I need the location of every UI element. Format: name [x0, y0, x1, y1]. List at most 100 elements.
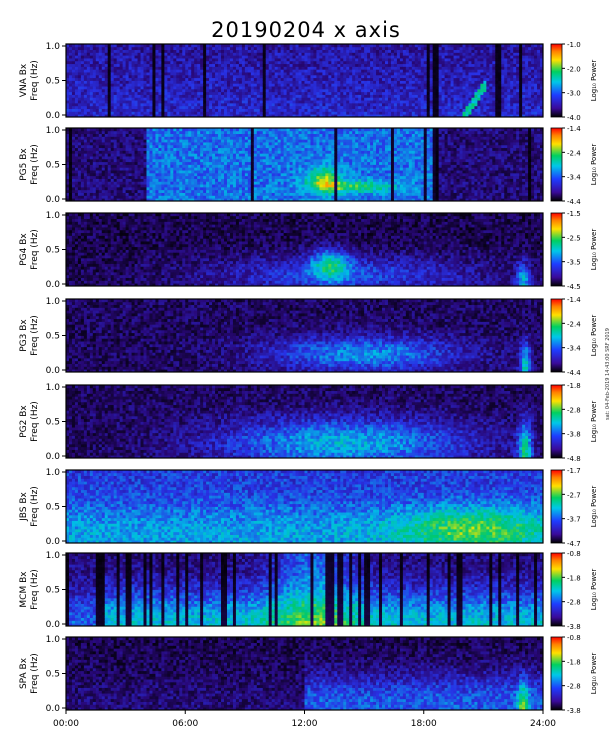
y-tick-label: 0.0 — [46, 111, 61, 121]
colorbar-tick-label: -1.8 — [567, 382, 581, 390]
colorbar-tick-label: -4.7 — [567, 540, 581, 548]
colorbar-tick-label: -3.5 — [567, 259, 581, 267]
y-tick-label: 1.0 — [46, 468, 61, 478]
colorbar-tick-label: -2.0 — [567, 65, 581, 73]
colorbar-tick-label: -3.8 — [567, 431, 581, 439]
colorbar — [551, 470, 562, 543]
y-tick-label: 0.5 — [46, 418, 60, 428]
heatmap-cells — [66, 553, 543, 626]
y-tick-label: 0.0 — [46, 280, 61, 290]
colorbar-label: Log₁₀ Power — [590, 315, 598, 357]
panel-jbs-bx: 0.0 0.5 1.0 JBS Bx Freq (Hz) -1.7 -2.7 -3.7 -4.7… — [19, 467, 598, 548]
colorbar-tick-label: -0.8 — [567, 634, 581, 642]
y-tick-label: 0.0 — [46, 537, 61, 547]
colorbar-label: Log₁₀ Power — [590, 229, 598, 271]
colorbar-tick-label: -2.8 — [567, 683, 581, 691]
y-axis-label: PG3 Bx — [19, 319, 29, 352]
colorbar-label: Log₁₀ Power — [590, 144, 598, 186]
colorbar-tick-label: -4.5 — [567, 283, 581, 291]
colorbar-label: Log₁₀ Power — [590, 60, 598, 102]
y-axis-label-units: Freq (Hz) — [30, 60, 40, 101]
colorbar — [551, 44, 562, 117]
colorbar-tick-label: -1.7 — [567, 467, 581, 475]
y-tick-label: 0.5 — [46, 77, 60, 87]
heatmap-cells — [66, 213, 543, 286]
y-tick-label: 1.0 — [46, 126, 61, 136]
colorbar-tick-label: -3.7 — [567, 516, 581, 524]
colorbar-label: Log₁₀ Power — [590, 486, 598, 528]
y-axis-label: PG2 Bx — [19, 405, 29, 438]
colorbar-tick-label: -1.0 — [567, 41, 581, 49]
colorbar — [551, 637, 562, 710]
x-tick-label: 18:00 — [411, 719, 437, 729]
y-tick-label: 0.0 — [46, 704, 61, 714]
y-tick-label: 0.0 — [46, 195, 61, 205]
y-tick-label: 0.5 — [46, 161, 60, 171]
y-tick-label: 1.0 — [46, 297, 61, 307]
y-tick-label: 0.5 — [46, 503, 60, 513]
panel-pg5-bx: 0.0 0.5 1.0 PG5 Bx Freq (Hz) -1.4 -2.4 -3.4 -4.4… — [19, 125, 598, 206]
colorbar-tick-label: -3.4 — [567, 345, 581, 353]
heatmap-cells — [66, 299, 543, 372]
colorbar-tick-label: -2.7 — [567, 491, 581, 499]
y-tick-label: 1.0 — [46, 211, 61, 221]
y-axis-label: JBS Bx — [19, 491, 29, 521]
colorbar — [551, 385, 562, 458]
y-tick-label: 0.5 — [46, 332, 60, 342]
colorbar-tick-label: -4.4 — [567, 369, 581, 377]
colorbar-tick-label: -1.4 — [567, 125, 581, 133]
colorbar — [551, 299, 562, 372]
y-tick-label: 0.0 — [46, 366, 61, 376]
heatmap-cells — [66, 385, 543, 458]
panel-pg2-bx: 0.0 0.5 1.0 PG2 Bx Freq (Hz) -1.8 -2.8 -3.8 -4.8… — [19, 382, 598, 463]
y-axis-label-units: Freq (Hz) — [30, 569, 40, 610]
y-tick-label: 0.5 — [46, 586, 60, 596]
y-axis-label: SPA Bx — [19, 657, 29, 689]
y-tick-label: 1.0 — [46, 42, 61, 52]
heatmap-cells — [66, 470, 543, 543]
colorbar-label: Log₁₀ Power — [590, 653, 598, 695]
colorbar-tick-label: -4.4 — [567, 198, 581, 206]
y-tick-label: 1.0 — [46, 551, 61, 561]
y-axis-label: VNA Bx — [19, 63, 29, 97]
y-tick-label: 1.0 — [46, 383, 61, 393]
y-axis-label: MCM Bx — [19, 571, 29, 608]
y-tick-label: 0.0 — [46, 452, 61, 462]
y-axis-label-units: Freq (Hz) — [30, 229, 40, 270]
x-tick-label: 00:00 — [53, 719, 79, 729]
colorbar-tick-label: -1.8 — [567, 658, 581, 666]
colorbar-tick-label: -2.8 — [567, 406, 581, 414]
y-axis-label-units: Freq (Hz) — [30, 315, 40, 356]
panel-mcm-bx: 0.0 0.5 1.0 MCM Bx Freq (Hz) -0.8 -1.8 -2.8 -3.8… — [19, 550, 598, 631]
colorbar — [551, 213, 562, 286]
colorbar-tick-label: -0.8 — [567, 550, 581, 558]
colorbar-tick-label: -2.8 — [567, 599, 581, 607]
y-axis-label-units: Freq (Hz) — [30, 144, 40, 185]
colorbar — [551, 128, 562, 201]
heatmap-cells — [66, 637, 543, 710]
y-tick-label: 0.5 — [46, 246, 60, 256]
colorbar-tick-label: -3.4 — [567, 174, 581, 182]
colorbar-tick-label: -3.8 — [567, 707, 581, 715]
y-tick-label: 0.5 — [46, 670, 60, 680]
colorbar-tick-label: -3.8 — [567, 623, 581, 631]
y-axis-label: PG4 Bx — [19, 233, 29, 266]
colorbar-tick-label: -2.5 — [567, 234, 581, 242]
y-tick-label: 0.0 — [46, 620, 61, 630]
y-axis-label-units: Freq (Hz) — [30, 486, 40, 527]
y-axis-label: PG5 Bx — [19, 148, 29, 181]
colorbar — [551, 553, 562, 626]
y-axis-label-units: Freq (Hz) — [30, 401, 40, 442]
x-tick-label: 12:00 — [292, 719, 318, 729]
colorbar-tick-label: -4.8 — [567, 455, 581, 463]
colorbar-tick-label: -1.8 — [567, 574, 581, 582]
colorbar-tick-label: -3.0 — [567, 90, 581, 98]
colorbar-tick-label: -1.4 — [567, 296, 581, 304]
colorbar-label: Log₁₀ Power — [590, 401, 598, 443]
colorbar-tick-label: -2.4 — [567, 149, 581, 157]
